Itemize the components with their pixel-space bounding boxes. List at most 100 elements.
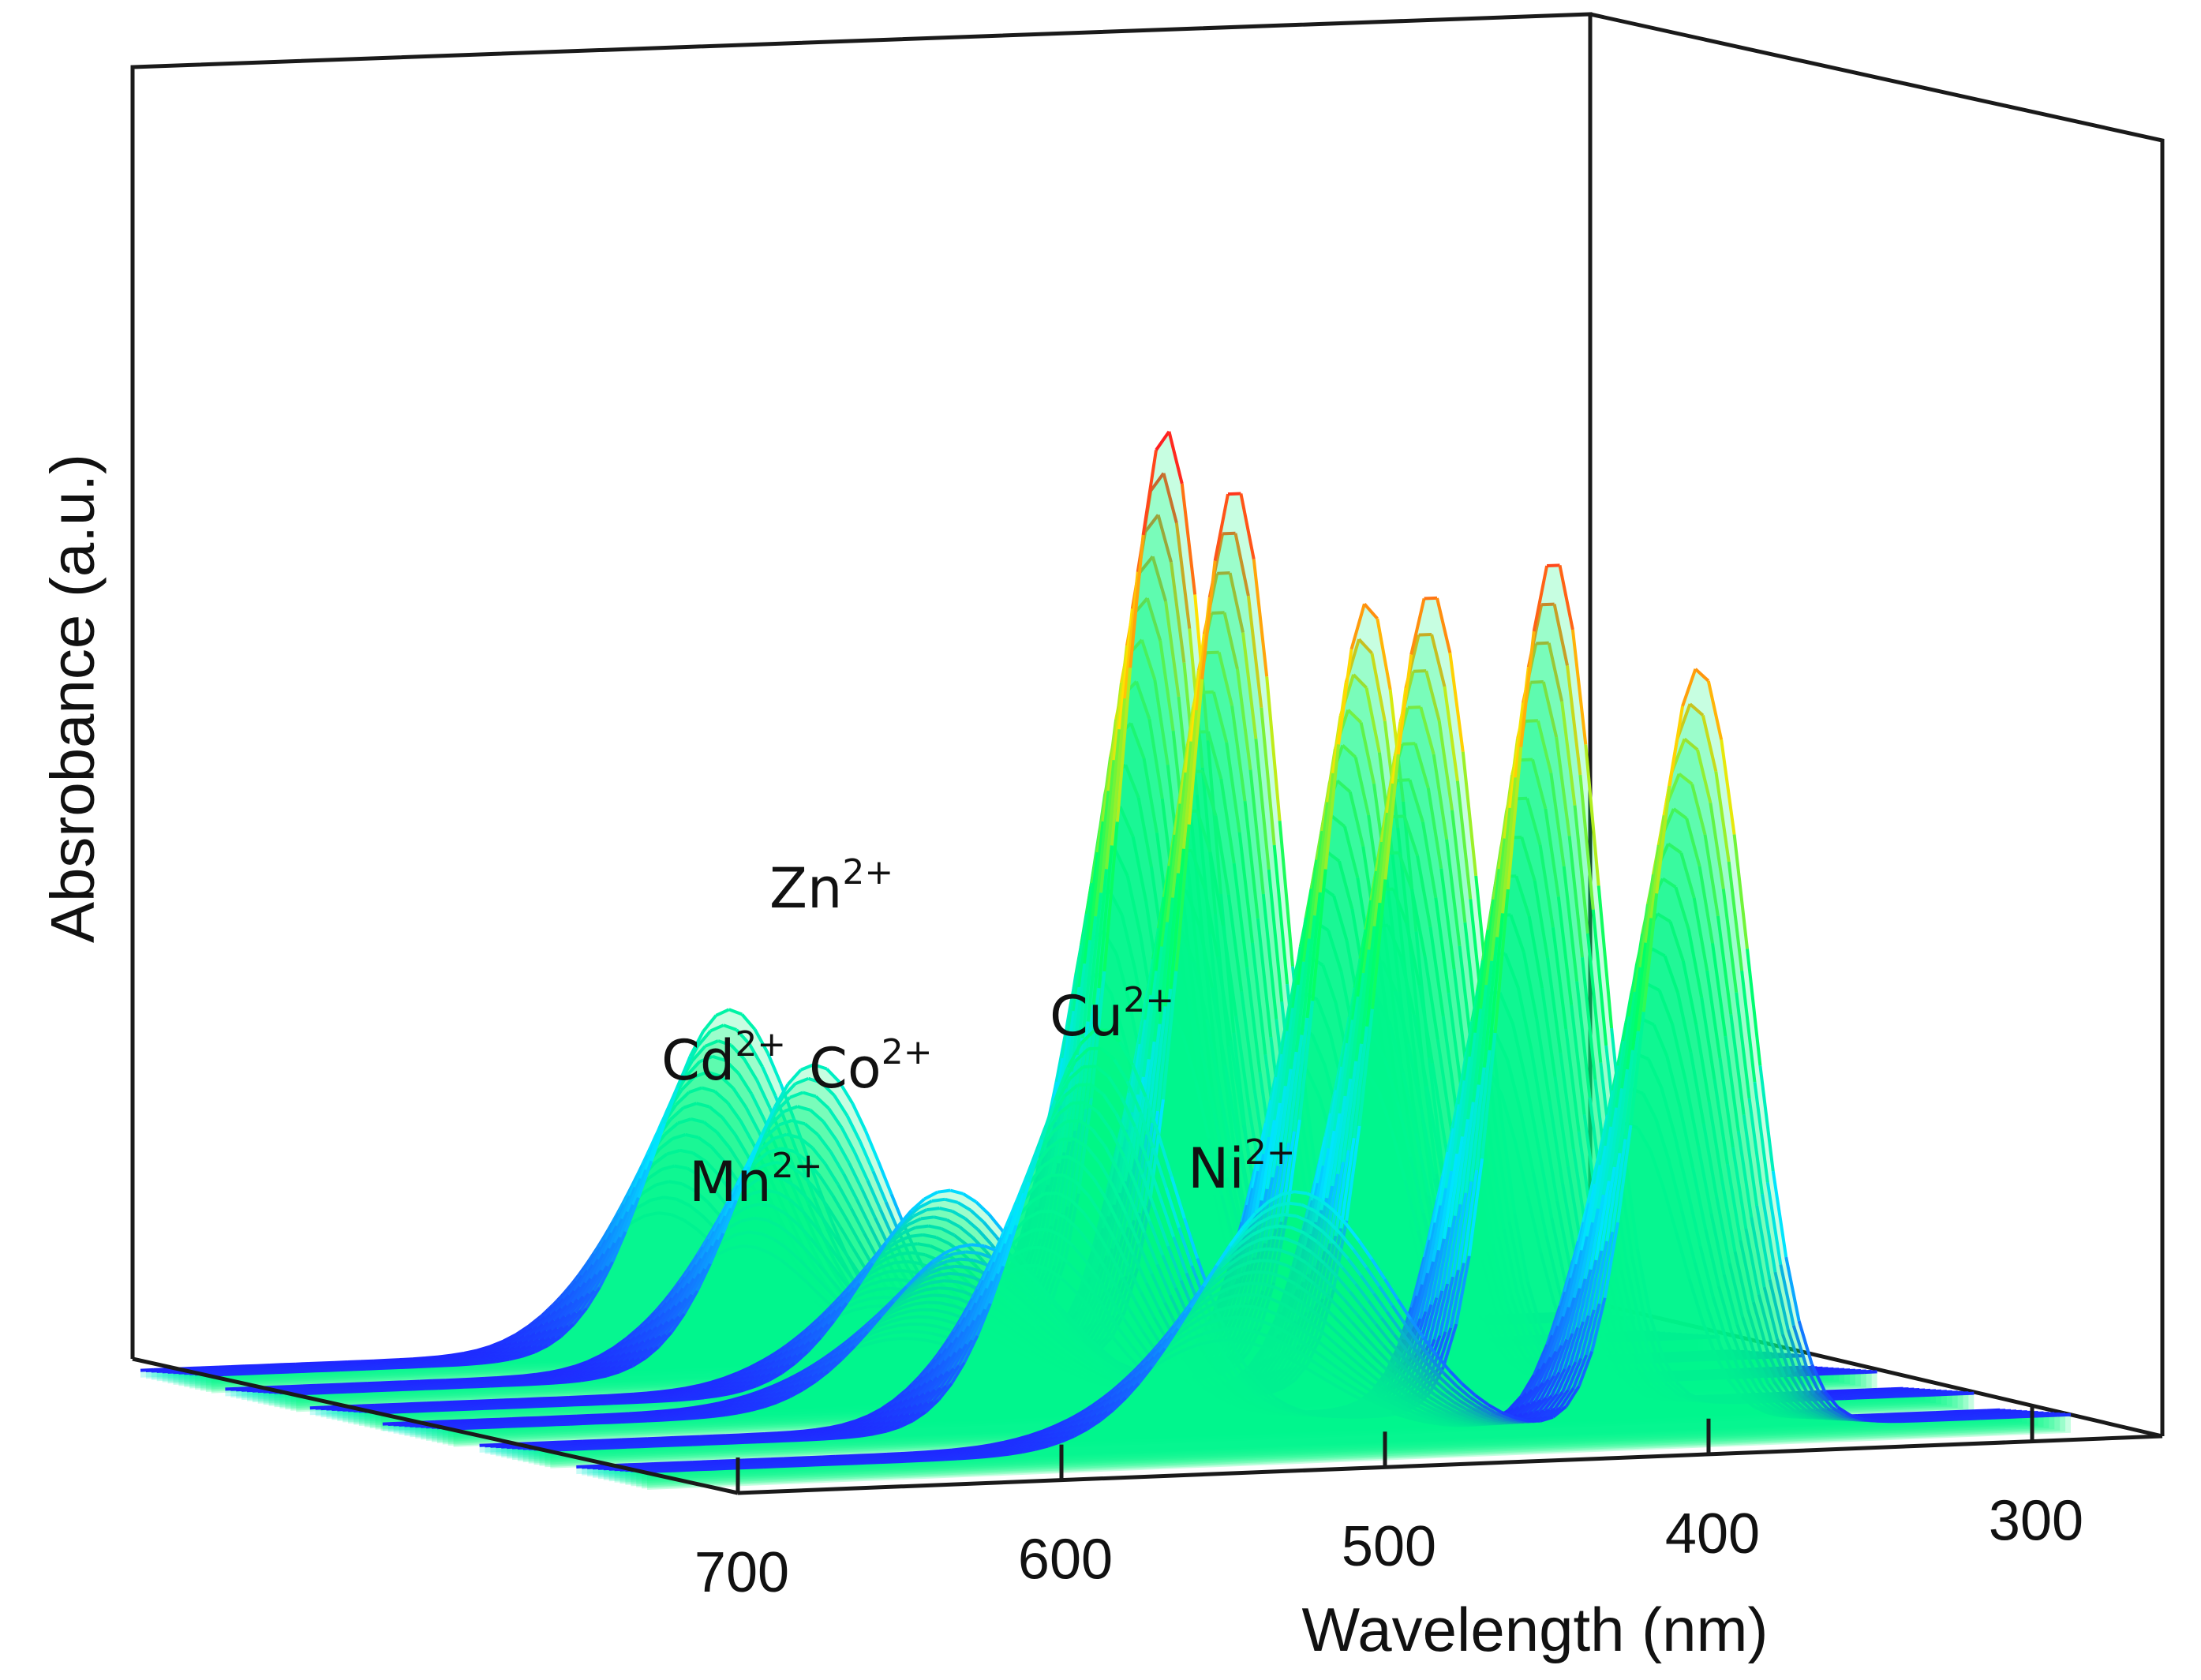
trace-segment (639, 1400, 653, 1404)
trace-segment (1142, 758, 1159, 833)
trace-segment (1196, 1219, 1213, 1267)
trace-segment (937, 1188, 951, 1194)
trace-segment (779, 1300, 795, 1315)
trace-segment (515, 1383, 530, 1387)
trace-segment (792, 1311, 807, 1323)
trace-segment (361, 1389, 374, 1394)
trace-segment (615, 1195, 631, 1227)
trace-segment (1159, 1114, 1176, 1184)
trace-segment (763, 1260, 780, 1280)
trace-segment (580, 1377, 594, 1383)
trace-segment (851, 1318, 866, 1330)
trace-segment (567, 1274, 584, 1296)
trace-segment (771, 1282, 787, 1300)
trace-segment (683, 1218, 698, 1231)
trace-segment (661, 1164, 676, 1171)
trace-segment (470, 1361, 484, 1366)
trace-segment (1113, 847, 1129, 877)
trace-segment (578, 1263, 594, 1288)
trace-segment (418, 1364, 432, 1368)
trace-segment (691, 1396, 705, 1401)
trace-segment (613, 1401, 627, 1405)
trace-segment (817, 1272, 833, 1293)
trace-segment (1083, 851, 1099, 964)
trace-segment (1125, 875, 1143, 936)
trace-segment (597, 1232, 613, 1260)
trace-segment (335, 1390, 348, 1394)
trace-segment (1131, 836, 1148, 902)
trace-segment (694, 1070, 708, 1079)
trace-segment (548, 1404, 563, 1408)
trace-segment (444, 1363, 458, 1368)
trace-segment (541, 1310, 558, 1326)
trace-segment (753, 1274, 769, 1291)
trace-segment (721, 1116, 737, 1136)
back-wall-edge (130, 12, 1593, 1359)
trace-segment (637, 1199, 652, 1210)
trace-segment (522, 1332, 537, 1344)
trace-segment (309, 1391, 323, 1395)
trace-segment (642, 1183, 657, 1195)
trace-segment (451, 1385, 465, 1390)
trace-segment (1114, 953, 1132, 1004)
trace-segment (777, 1278, 792, 1296)
trace-segment (458, 1407, 472, 1412)
trace-segment (505, 1336, 520, 1346)
trace-segment (811, 1276, 828, 1296)
trace-segment (705, 1160, 721, 1177)
trace-segment (1120, 915, 1137, 970)
trace-segment (536, 1404, 549, 1409)
trace-segment (728, 1147, 744, 1169)
trace-segment (713, 1090, 729, 1104)
trace-segment (687, 1166, 702, 1178)
trace-segment (340, 1368, 354, 1371)
trace-segment (529, 1382, 542, 1386)
trace-segment (1072, 913, 1088, 1012)
trace-segment (653, 1152, 668, 1166)
trace-segment (789, 1293, 806, 1308)
trace-segment (550, 1315, 567, 1331)
trace-segment (1180, 1244, 1196, 1281)
trace-segment (706, 1070, 721, 1078)
trace-segment (733, 1133, 750, 1158)
trace-segment (457, 1362, 470, 1367)
trace-segment (1177, 1169, 1194, 1229)
trace-segment (708, 1105, 724, 1119)
trace-segment (560, 1289, 576, 1309)
trace-segment (354, 1367, 367, 1371)
trace-segment (664, 1121, 679, 1136)
trace-segment (1207, 1202, 1223, 1256)
trace-segment (514, 1339, 530, 1349)
trace-segment (719, 1075, 735, 1090)
trace-segment (669, 1106, 685, 1121)
trace-segment (800, 1285, 817, 1302)
trace-segment (785, 1232, 802, 1258)
trace-segment (567, 1379, 582, 1384)
trace-segment (678, 1397, 692, 1402)
trace-segment (1118, 806, 1135, 838)
trace-segment (701, 1086, 716, 1093)
trace-segment (759, 1180, 776, 1208)
trace-segment (583, 1258, 600, 1284)
trace-segment (837, 1330, 851, 1338)
trace-segment (438, 1386, 452, 1390)
trace-segment (743, 1211, 759, 1235)
trace-segment (666, 1148, 681, 1156)
trace-segment (1243, 1319, 1258, 1326)
trace-segment (734, 1267, 751, 1284)
trace-segment (803, 1250, 820, 1274)
trace-segment (694, 1189, 709, 1204)
trace-segment (1212, 1193, 1229, 1252)
trace-segment (541, 1381, 556, 1386)
trace-segment (497, 1405, 511, 1410)
trace-segment (797, 1308, 813, 1321)
trace-segment (1019, 1188, 1035, 1240)
trace-segment (1201, 1210, 1218, 1261)
trace-segment (726, 1102, 743, 1122)
trace-segment (565, 1285, 582, 1307)
trace-segment (739, 1120, 755, 1146)
trace-segment (263, 1371, 276, 1375)
trace-segment (672, 1132, 687, 1140)
trace-segment (631, 1214, 646, 1224)
trace-segment (511, 1334, 526, 1345)
